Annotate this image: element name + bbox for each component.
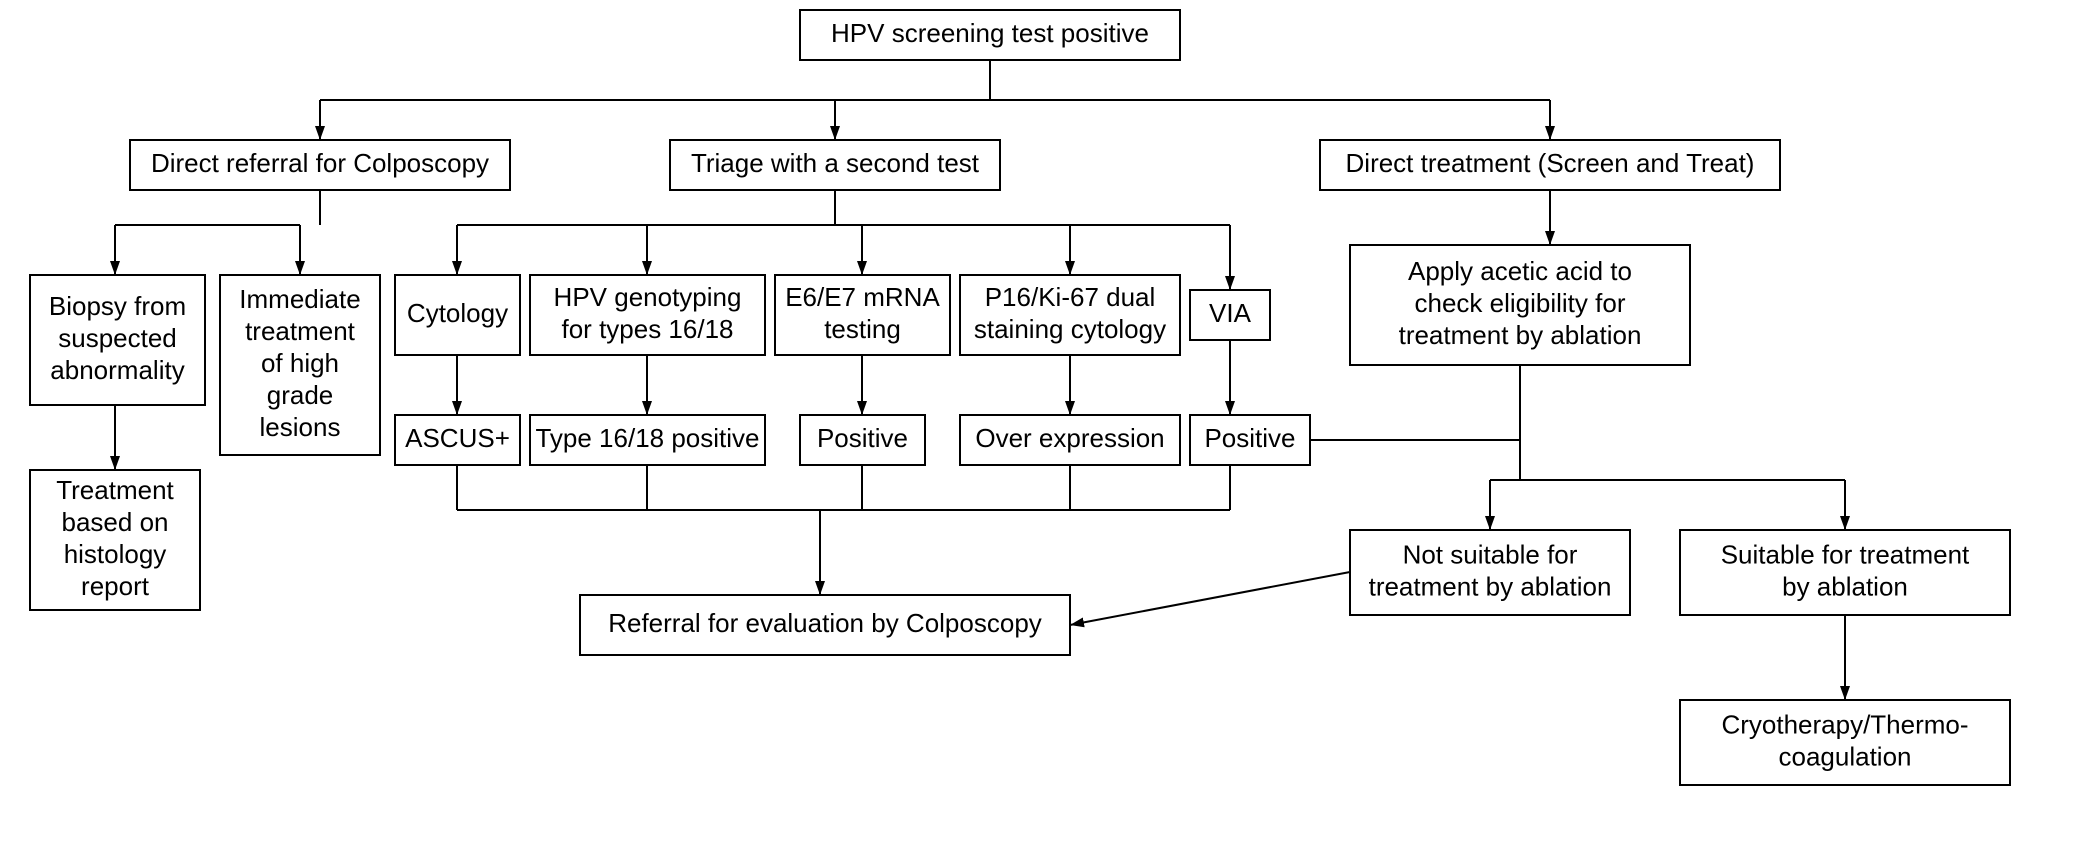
flow-node-b5: VIA bbox=[1190, 290, 1270, 340]
flow-node-label: Biopsy from bbox=[49, 291, 186, 321]
flow-node-label: Not suitable for bbox=[1403, 539, 1578, 569]
flow-edge bbox=[1070, 572, 1350, 625]
flow-node-label: E6/E7 mRNA bbox=[785, 282, 940, 312]
flow-node-ref: Referral for evaluation by Colposcopy bbox=[580, 595, 1070, 655]
flow-node-label: HPV genotyping bbox=[554, 282, 742, 312]
flow-node-label: abnormality bbox=[50, 355, 184, 385]
flow-node-label: by ablation bbox=[1782, 571, 1908, 601]
flow-node-label: Apply acetic acid to bbox=[1408, 256, 1632, 286]
flow-node-a3: Treatmentbased onhistologyreport bbox=[30, 470, 200, 610]
flow-node-label: VIA bbox=[1209, 298, 1252, 328]
flow-node-b5r: Positive bbox=[1190, 415, 1310, 465]
flow-node-label: suspected bbox=[58, 323, 177, 353]
flow-node-label: for types 16/18 bbox=[562, 314, 734, 344]
flow-node-label: testing bbox=[824, 314, 901, 344]
flow-node-label: Cryotherapy/Thermo- bbox=[1721, 709, 1968, 739]
flow-node-label: treatment by ablation bbox=[1369, 571, 1612, 601]
flow-node-label: treatment by ablation bbox=[1399, 320, 1642, 350]
flow-node-label: ASCUS+ bbox=[405, 423, 510, 453]
flow-node-label: P16/Ki-67 dual bbox=[985, 282, 1156, 312]
flow-node-label: Cytology bbox=[407, 298, 508, 328]
flow-node-label: Direct treatment (Screen and Treat) bbox=[1346, 148, 1755, 178]
flow-node-label: report bbox=[81, 571, 150, 601]
flow-node-label: HPV screening test positive bbox=[831, 18, 1149, 48]
flow-node-label: of high bbox=[261, 348, 339, 378]
flow-node-b2: HPV genotypingfor types 16/18 bbox=[530, 275, 765, 355]
flow-node-label: grade bbox=[267, 380, 334, 410]
flow-node-label: Suitable for treatment bbox=[1721, 539, 1970, 569]
flow-node-c2: Not suitable fortreatment by ablation bbox=[1350, 530, 1630, 615]
flow-node-label: Treatment bbox=[56, 475, 174, 505]
flow-node-branchB: Triage with a second test bbox=[670, 140, 1000, 190]
flow-node-label: Direct referral for Colposcopy bbox=[151, 148, 489, 178]
flow-node-b4: P16/Ki-67 dualstaining cytology bbox=[960, 275, 1180, 355]
flow-node-label: histology bbox=[64, 539, 167, 569]
flow-node-a2: Immediatetreatmentof highgradelesions bbox=[220, 275, 380, 455]
flow-node-label: Over expression bbox=[975, 423, 1164, 453]
flow-node-label: Referral for evaluation by Colposcopy bbox=[608, 608, 1042, 638]
flow-node-label: Triage with a second test bbox=[691, 148, 980, 178]
flow-node-b2r: Type 16/18 positive bbox=[530, 415, 765, 465]
flow-node-c1: Apply acetic acid tocheck eligibility fo… bbox=[1350, 245, 1690, 365]
flow-node-branchA: Direct referral for Colposcopy bbox=[130, 140, 510, 190]
flow-node-c4: Cryotherapy/Thermo-coagulation bbox=[1680, 700, 2010, 785]
flow-node-label: Type 16/18 positive bbox=[535, 423, 759, 453]
flow-node-label: staining cytology bbox=[974, 314, 1166, 344]
flow-node-c3: Suitable for treatmentby ablation bbox=[1680, 530, 2010, 615]
flowchart-container: HPV screening test positive Direct referr… bbox=[0, 0, 2094, 865]
flow-node-label: Positive bbox=[817, 423, 908, 453]
flow-node-b4r: Over expression bbox=[960, 415, 1180, 465]
flow-node-label: Positive bbox=[1204, 423, 1295, 453]
flowchart-svg: HPV screening test positive Direct referr… bbox=[0, 0, 2094, 865]
flow-node-label: based on bbox=[62, 507, 169, 537]
flow-node-label: check eligibility for bbox=[1415, 288, 1626, 318]
flow-node-b1: Cytology bbox=[395, 275, 520, 355]
flow-node-root: HPV screening test positive bbox=[800, 10, 1180, 60]
flow-node-label: Immediate bbox=[239, 284, 360, 314]
flow-node-a1: Biopsy fromsuspectedabnormality bbox=[30, 275, 205, 405]
flow-node-branchC: Direct treatment (Screen and Treat) bbox=[1320, 140, 1780, 190]
flow-node-label: coagulation bbox=[1779, 741, 1912, 771]
flow-node-b1r: ASCUS+ bbox=[395, 415, 520, 465]
flow-node-label: treatment bbox=[245, 316, 356, 346]
flow-node-b3r: Positive bbox=[800, 415, 925, 465]
flow-node-b3: E6/E7 mRNAtesting bbox=[775, 275, 950, 355]
flow-node-label: lesions bbox=[260, 412, 341, 442]
